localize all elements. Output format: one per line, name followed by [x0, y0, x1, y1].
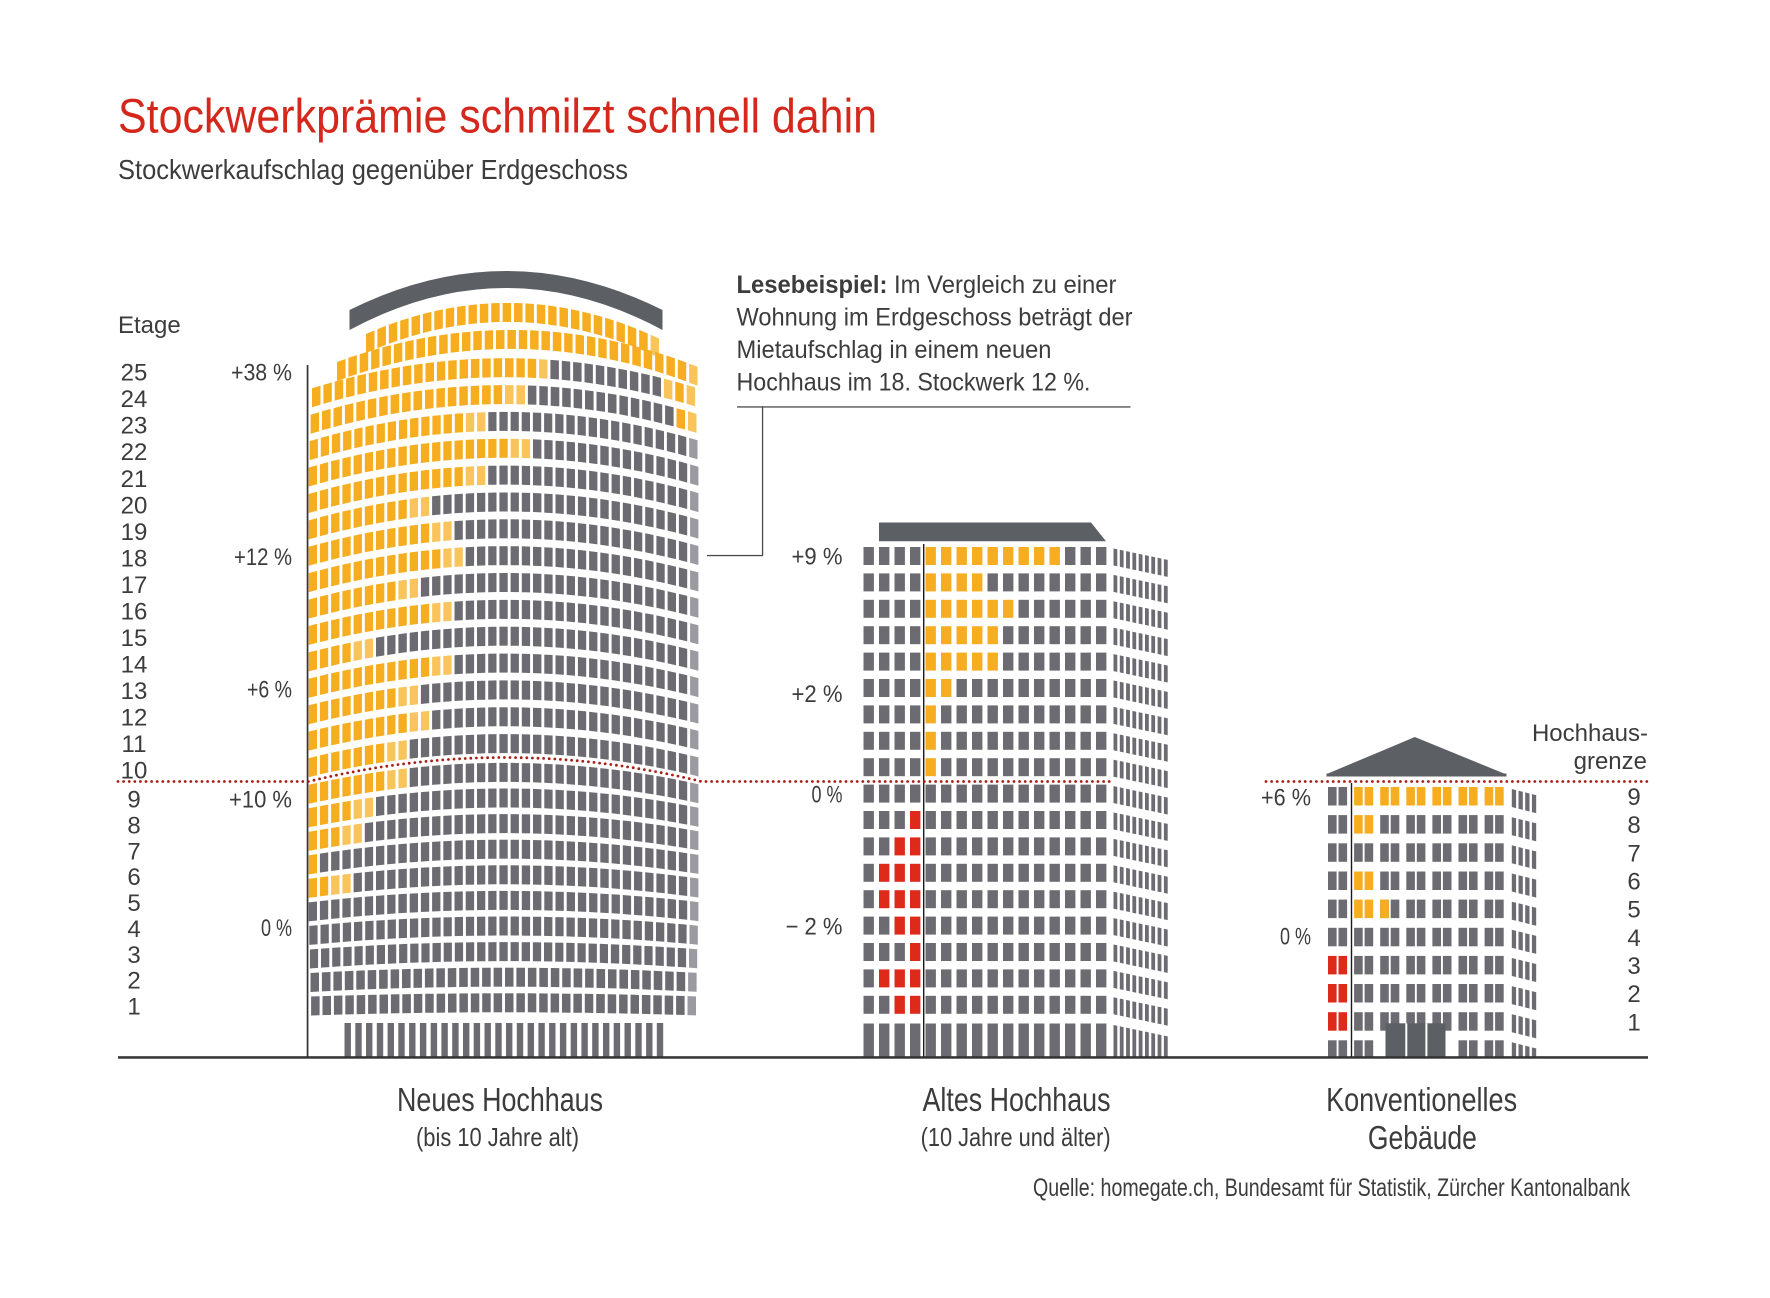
svg-text:14: 14 — [121, 652, 148, 679]
svg-text:16: 16 — [121, 598, 148, 625]
svg-text:9: 9 — [127, 787, 140, 814]
svg-text:Mietaufschlag in einem neuen: Mietaufschlag in einem neuen — [737, 336, 1052, 364]
svg-text:21: 21 — [121, 466, 148, 493]
svg-text:7: 7 — [1627, 840, 1640, 867]
svg-text:1: 1 — [1627, 1009, 1640, 1036]
svg-text:0 %: 0 % — [1280, 924, 1311, 951]
svg-text:5: 5 — [127, 890, 140, 917]
svg-text:13: 13 — [121, 678, 148, 705]
svg-text:6: 6 — [127, 864, 140, 891]
svg-text:Hochhaus-: Hochhaus- — [1532, 720, 1648, 747]
svg-text:0 %: 0 % — [812, 782, 843, 809]
svg-text:Gebäude: Gebäude — [1368, 1119, 1477, 1156]
svg-text:1: 1 — [127, 994, 140, 1021]
svg-text:11: 11 — [122, 731, 147, 758]
svg-text:23: 23 — [121, 413, 148, 440]
svg-text:3: 3 — [127, 942, 140, 969]
svg-text:0 %: 0 % — [261, 915, 292, 942]
svg-text:17: 17 — [121, 572, 148, 599]
svg-text:7: 7 — [127, 838, 140, 865]
svg-text:Neues Hochhaus: Neues Hochhaus — [397, 1081, 603, 1118]
svg-text:22: 22 — [121, 439, 148, 466]
svg-text:Stockwerkprämie schmilzt schne: Stockwerkprämie schmilzt schnell dahin — [118, 91, 877, 144]
svg-text:8: 8 — [1627, 812, 1640, 839]
svg-text:9: 9 — [1627, 784, 1640, 811]
svg-text:4: 4 — [1627, 925, 1640, 952]
svg-text:25: 25 — [121, 360, 148, 387]
svg-text:Wohnung im Erdgeschoss beträgt: Wohnung im Erdgeschoss beträgt der — [737, 304, 1133, 332]
svg-text:(bis 10 Jahre alt): (bis 10 Jahre alt) — [416, 1122, 579, 1152]
svg-text:+10 %: +10 % — [229, 787, 292, 814]
svg-text:3: 3 — [1627, 953, 1640, 980]
svg-text:15: 15 — [121, 625, 148, 652]
svg-text:Konventionelles: Konventionelles — [1326, 1081, 1517, 1118]
svg-text:+6 %: +6 % — [1261, 785, 1311, 812]
svg-text:4: 4 — [127, 916, 140, 943]
svg-text:− 2 %: − 2 % — [786, 914, 843, 941]
svg-text:+9 %: +9 % — [792, 544, 843, 571]
svg-text:Quelle: homegate.ch, Bundesamt: Quelle: homegate.ch, Bundesamt für Stati… — [1033, 1174, 1630, 1202]
svg-text:20: 20 — [121, 492, 148, 519]
svg-text:+2 %: +2 % — [792, 681, 843, 708]
svg-text:6: 6 — [1627, 869, 1640, 896]
svg-text:grenze: grenze — [1574, 748, 1647, 775]
svg-text:2: 2 — [127, 968, 140, 995]
svg-text:10: 10 — [121, 758, 148, 785]
svg-text:+12 %: +12 % — [234, 544, 292, 571]
svg-text:Etage: Etage — [118, 312, 181, 339]
svg-text:12: 12 — [121, 705, 148, 732]
svg-text:(10 Jahre und älter): (10 Jahre und älter) — [921, 1122, 1111, 1152]
svg-text:2: 2 — [1627, 981, 1640, 1008]
svg-text:Lesebeispiel: Im Vergleich zu: Lesebeispiel: Im Vergleich zu einer — [737, 271, 1117, 299]
svg-text:18: 18 — [121, 545, 148, 572]
svg-text:+6 %: +6 % — [247, 677, 292, 704]
svg-text:8: 8 — [127, 813, 140, 840]
svg-text:Stockwerkaufschlag gegenüber E: Stockwerkaufschlag gegenüber Erdgeschoss — [118, 154, 628, 185]
svg-text:24: 24 — [121, 386, 148, 413]
svg-text:5: 5 — [1627, 897, 1640, 924]
svg-text:Hochhaus im 18. Stockwerk 12 %: Hochhaus im 18. Stockwerk 12 %. — [737, 369, 1091, 397]
svg-text:Altes Hochhaus: Altes Hochhaus — [923, 1081, 1111, 1118]
svg-text:+38 %: +38 % — [231, 360, 292, 387]
svg-text:19: 19 — [121, 519, 148, 546]
